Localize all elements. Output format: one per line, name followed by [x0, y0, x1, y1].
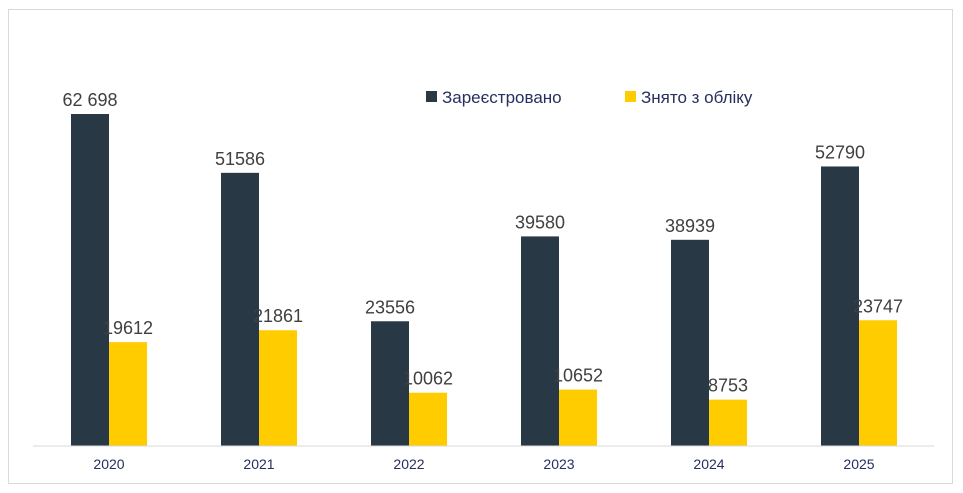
x-tick-2025: 2025	[843, 456, 874, 472]
data-label-deregistered-2021: 21861	[253, 306, 303, 326]
data-label-registered-2023: 39580	[515, 212, 565, 232]
data-label-registered-2020: 62 698	[62, 90, 117, 110]
bar-registered-2021	[221, 172, 259, 447]
legend-swatch-series-1	[625, 91, 636, 102]
data-label-registered-2021: 51586	[215, 149, 265, 169]
bar-deregistered-2024	[709, 399, 747, 446]
legend: Зареєстровано Знято з обліку	[426, 88, 753, 107]
data-label-deregistered-2020: 19612	[103, 318, 153, 338]
data-label-deregistered-2023: 10652	[553, 366, 603, 386]
legend-swatch-series-0	[426, 91, 437, 102]
legend-label-series-1: Знято з обліку	[641, 88, 753, 107]
bar-deregistered-2020	[109, 342, 147, 446]
bar-deregistered-2025	[859, 320, 897, 446]
x-tick-2023: 2023	[543, 456, 574, 472]
bar-deregistered-2023	[559, 389, 597, 446]
bar-registered-2024	[671, 239, 709, 446]
data-label-registered-2025: 52790	[815, 142, 865, 162]
x-tick-2022: 2022	[393, 456, 424, 472]
bar-deregistered-2022	[409, 392, 447, 446]
x-tick-2020: 2020	[93, 456, 124, 472]
bar-registered-2022	[371, 321, 409, 446]
x-tick-2021: 2021	[243, 456, 274, 472]
value-labels-layer: 62 698 19612 51586 21861 23556 10062 39580 1065…	[62, 90, 903, 396]
data-label-deregistered-2025: 23747	[853, 296, 903, 316]
data-label-registered-2022: 23556	[365, 297, 415, 317]
data-label-deregistered-2024: 8753	[708, 376, 748, 396]
bar-registered-2020	[71, 114, 109, 446]
x-tick-labels: 2020 2021 2022 2023 2024 2025	[93, 456, 874, 472]
bar-registered-2025	[821, 166, 859, 446]
bars-layer	[71, 114, 897, 447]
data-label-deregistered-2022: 10062	[403, 369, 453, 389]
data-label-registered-2024: 38939	[665, 216, 715, 236]
bar-deregistered-2021	[259, 330, 297, 446]
bar-registered-2023	[521, 236, 559, 446]
x-tick-2024: 2024	[693, 456, 724, 472]
legend-label-series-0: Зареєстровано	[442, 88, 562, 107]
chart-frame	[8, 9, 953, 484]
